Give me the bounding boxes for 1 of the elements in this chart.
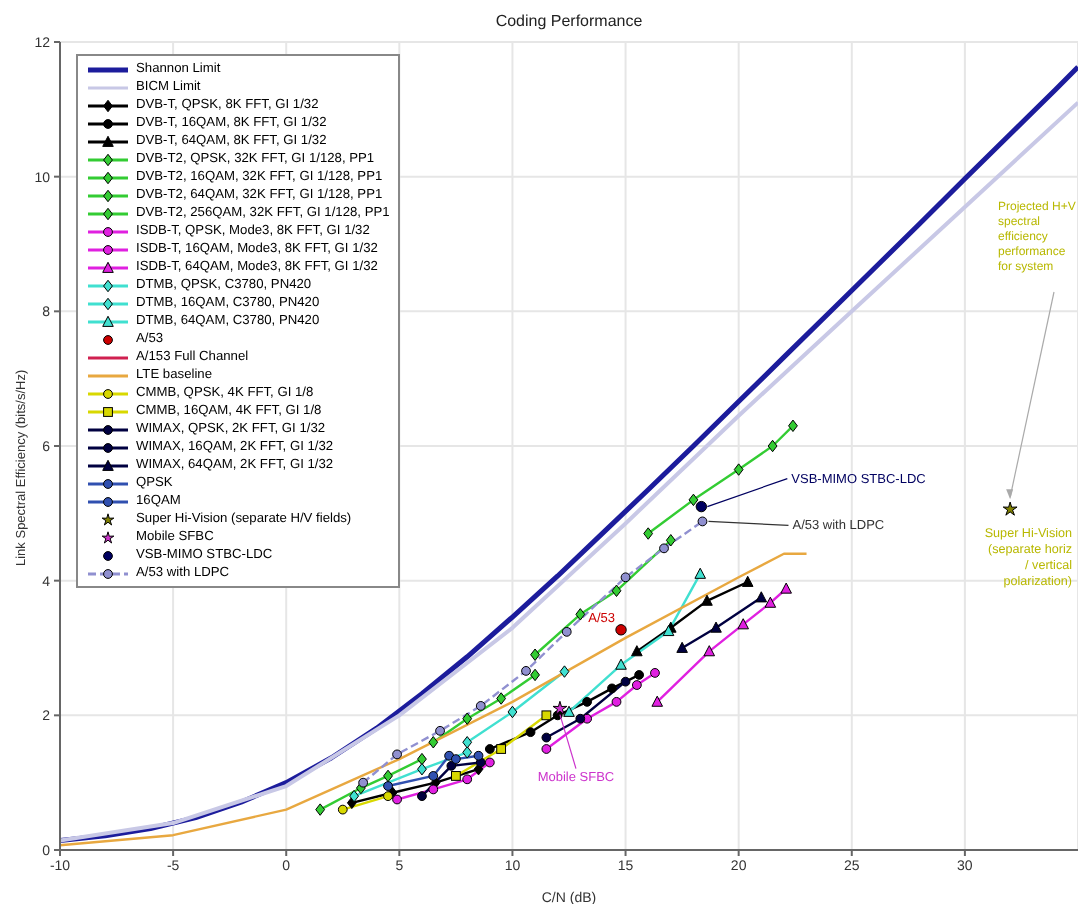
- chart-title: Coding Performance: [495, 12, 644, 30]
